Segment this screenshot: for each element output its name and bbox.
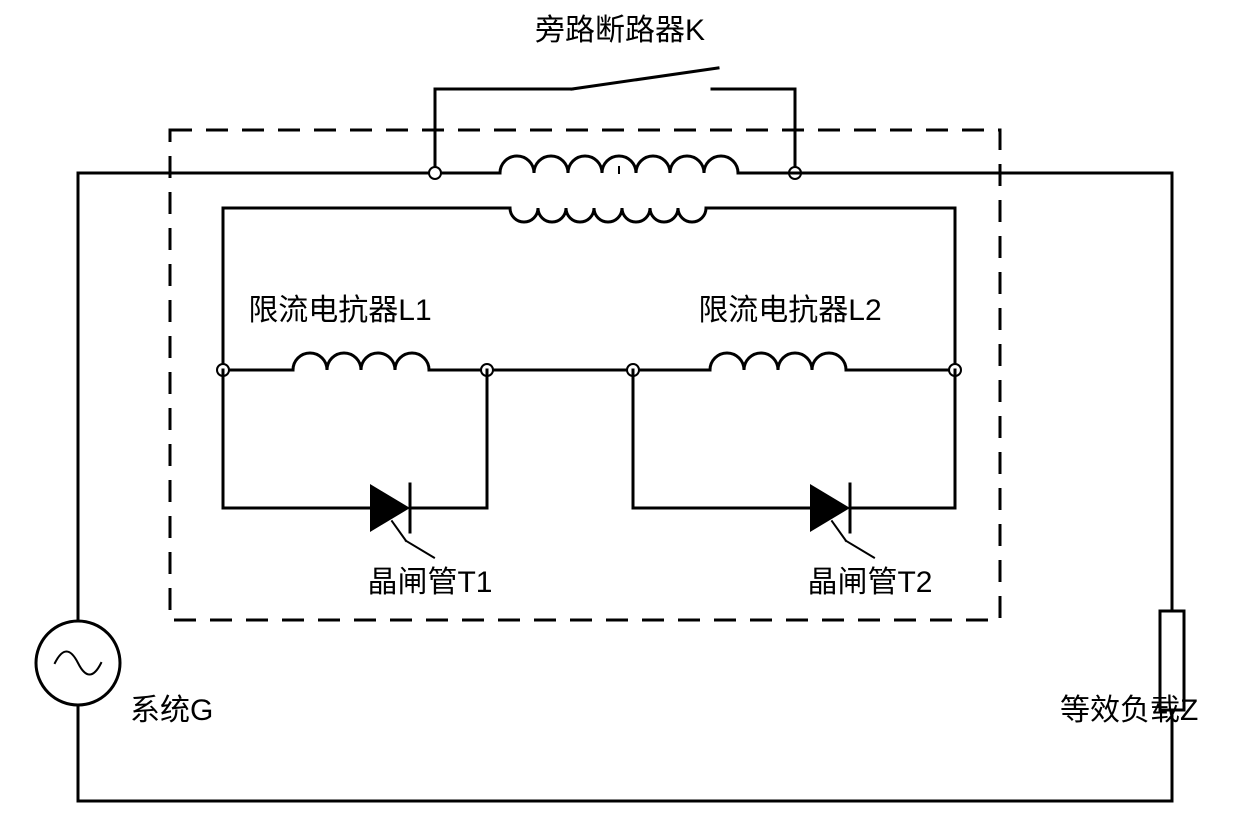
thyristor-t2-icon <box>810 484 850 532</box>
module-boundary <box>170 130 1000 620</box>
label-scr_T2: 晶闸管T2 <box>807 566 932 599</box>
label-react_L1: 限流电抗器L1 <box>248 294 431 327</box>
label-scr_T1: 晶闸管T1 <box>367 566 492 599</box>
thyristor-t1-icon <box>370 484 410 532</box>
label-react_L2: 限流电抗器L2 <box>698 294 881 327</box>
label-breaker: 旁路断路器K <box>535 14 705 47</box>
label-load_Z: 等效负载Z <box>1060 694 1198 727</box>
label-system_G: 系统G <box>130 694 213 727</box>
